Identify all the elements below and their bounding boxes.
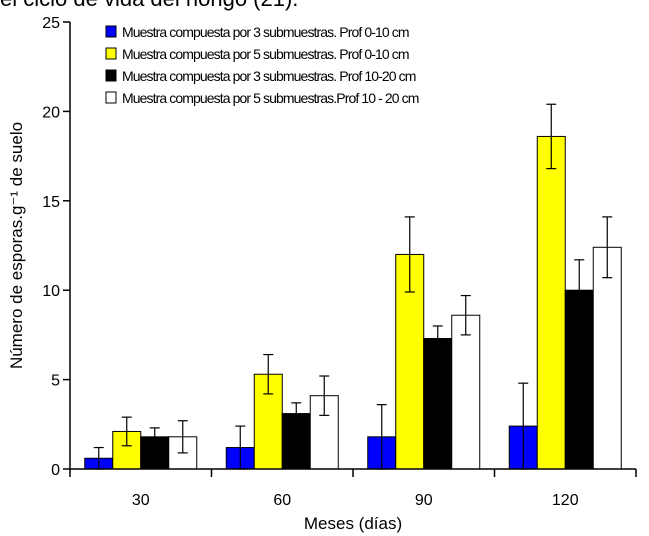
- page-title-fragment: el ciclo de vida del hongo (21).: [0, 0, 649, 12]
- x-tick-label: 120: [552, 492, 579, 509]
- x-tick-label: 60: [273, 492, 291, 509]
- legend: Muestra compuesta por 3 submuestras. Pro…: [105, 24, 420, 106]
- x-axis-label: Meses (días): [304, 514, 402, 533]
- y-axis-label: Número de esporas.g⁻¹ de suelo: [7, 122, 26, 369]
- x-tick-label: 30: [132, 492, 150, 509]
- bars-layer: [84, 135, 622, 470]
- y-tick-label: 20: [42, 104, 60, 121]
- legend-swatch: [105, 69, 117, 82]
- legend-label: Muestra compuesta por 5 submuestras. Pro…: [122, 46, 409, 62]
- y-tick-label: 5: [51, 373, 60, 390]
- legend-label: Muestra compuesta por 3 submuestras. Pro…: [122, 68, 416, 84]
- legend-swatch: [105, 91, 117, 104]
- bar: [451, 314, 481, 470]
- bar: [423, 337, 453, 470]
- legend-swatch: [105, 47, 117, 60]
- y-tick-label: 15: [42, 194, 60, 211]
- legend-label: Muestra compuesta por 5 submuestras.Prof…: [122, 90, 419, 106]
- bar: [536, 135, 566, 470]
- y-tick-label: 10: [42, 283, 60, 300]
- bar: [592, 246, 622, 470]
- y-tick-layer: 0 5 10 15 20 25: [42, 15, 70, 479]
- y-tick-label: 0: [51, 462, 60, 479]
- x-tick-label: 90: [415, 492, 433, 509]
- legend-label: Muestra compuesta por 3 submuestras. Pro…: [122, 24, 409, 40]
- error-bars-layer: [93, 103, 613, 470]
- x-tick-layer: 30 60 90 120: [69, 469, 637, 509]
- legend-swatch: [105, 25, 117, 38]
- y-tick-label: 25: [42, 15, 60, 32]
